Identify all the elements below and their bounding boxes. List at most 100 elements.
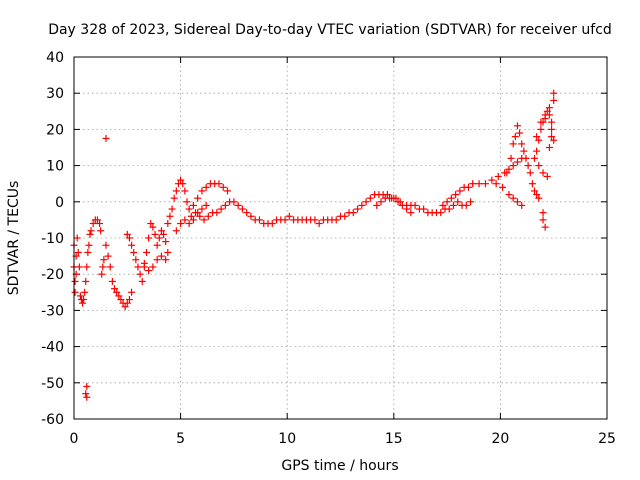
- data-point: [533, 191, 541, 199]
- plot-frame: [73, 56, 608, 420]
- data-point: [82, 390, 90, 398]
- data-point: [181, 216, 189, 224]
- data-point: [219, 183, 227, 191]
- data-point: [168, 205, 176, 213]
- data-point: [99, 263, 107, 271]
- data-point: [125, 234, 133, 242]
- data-point: [469, 180, 477, 188]
- data-point: [183, 198, 191, 206]
- data-point: [545, 104, 553, 112]
- y-tick-label: -50: [41, 376, 64, 392]
- data-point: [520, 147, 528, 155]
- data-point: [528, 180, 536, 188]
- data-point: [545, 144, 553, 151]
- data-point: [128, 241, 136, 249]
- y-tick-label: 20: [46, 122, 64, 138]
- x-tick-label: 15: [385, 431, 403, 447]
- data-point: [509, 140, 517, 148]
- data-point: [157, 227, 165, 235]
- data-point: [541, 223, 549, 231]
- data-point: [513, 198, 521, 206]
- data-point: [390, 194, 398, 202]
- data-point: [524, 162, 532, 170]
- data-point: [452, 191, 460, 199]
- y-tick-label: 40: [46, 50, 64, 66]
- data-point: [117, 296, 125, 304]
- data-point: [332, 216, 340, 224]
- data-point: [394, 198, 402, 206]
- data-point: [185, 205, 193, 213]
- data-point: [407, 209, 415, 217]
- data-point: [221, 201, 229, 209]
- data-point: [499, 183, 507, 191]
- data-point: [464, 183, 472, 191]
- data-point: [543, 107, 551, 115]
- data-point: [341, 212, 349, 220]
- data-point: [445, 205, 453, 213]
- data-point: [213, 209, 221, 217]
- y-tick-label: -10: [41, 231, 64, 247]
- data-point: [526, 169, 534, 177]
- data-point: [420, 205, 428, 213]
- data-point: [108, 277, 116, 285]
- data-point: [362, 198, 370, 206]
- data-point: [136, 270, 144, 278]
- data-point: [104, 252, 112, 260]
- data-point: [411, 201, 419, 209]
- data-point: [106, 263, 114, 271]
- data-point: [145, 234, 153, 242]
- data-point: [81, 288, 89, 296]
- data-point: [492, 180, 500, 188]
- data-point: [123, 230, 131, 238]
- y-tick-label: -30: [41, 303, 64, 319]
- data-point: [215, 180, 223, 188]
- data-point: [513, 158, 521, 166]
- data-point: [142, 248, 150, 256]
- data-point: [189, 216, 197, 224]
- x-tick-label: 10: [278, 431, 296, 447]
- data-point: [198, 205, 206, 213]
- data-point: [535, 194, 543, 202]
- data-point: [102, 134, 110, 142]
- data-point: [202, 201, 210, 209]
- data-point: [160, 230, 168, 238]
- data-point: [513, 122, 521, 130]
- data-point: [151, 230, 159, 238]
- data-point: [200, 216, 208, 224]
- data-point: [224, 187, 232, 195]
- y-tick-label: 10: [46, 159, 64, 175]
- data-point: [518, 201, 526, 209]
- data-point: [454, 198, 462, 206]
- data-point: [516, 129, 524, 137]
- data-point: [130, 248, 138, 256]
- data-point: [543, 172, 551, 180]
- data-point: [93, 216, 101, 224]
- data-point: [153, 256, 161, 264]
- data-point: [488, 176, 496, 184]
- data-point: [509, 194, 517, 202]
- data-point: [234, 201, 242, 209]
- data-point: [83, 382, 91, 390]
- data-point: [507, 154, 515, 162]
- data-point: [157, 252, 165, 260]
- data-point: [125, 296, 133, 304]
- data-point: [75, 263, 83, 271]
- data-point: [494, 172, 502, 180]
- data-point: [531, 154, 539, 162]
- data-point: [537, 125, 545, 133]
- data-point: [217, 205, 225, 213]
- data-point: [164, 220, 172, 228]
- data-point: [550, 136, 558, 144]
- data-point: [140, 259, 148, 267]
- data-point: [522, 154, 530, 162]
- data-point: [100, 256, 108, 264]
- data-point: [84, 248, 92, 256]
- x-tick-label: 20: [491, 431, 509, 447]
- data-point: [311, 216, 319, 224]
- data-point: [509, 162, 517, 170]
- data-point: [149, 223, 157, 231]
- data-point: [373, 201, 381, 209]
- data-point: [548, 125, 556, 133]
- data-point: [86, 230, 94, 238]
